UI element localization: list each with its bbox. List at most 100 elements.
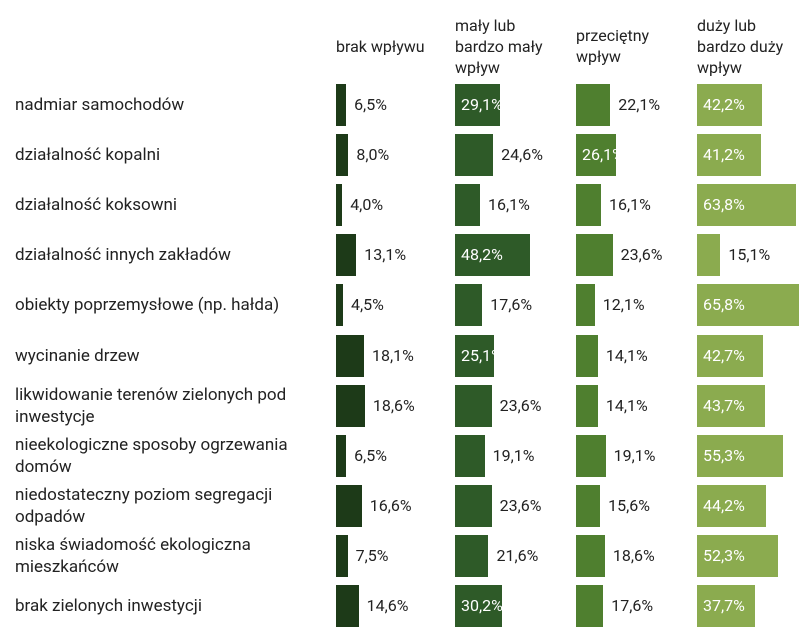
bar [455, 434, 485, 477]
bar [576, 284, 595, 327]
value-label: 55,3% [703, 445, 745, 465]
bar [697, 234, 721, 277]
value-label: 15,1% [728, 245, 771, 265]
bar [576, 184, 601, 227]
value-label: 17,6% [490, 295, 533, 315]
row-label: działalność kopalni [15, 145, 161, 166]
value-label: 14,1% [605, 345, 648, 365]
bar [576, 434, 606, 477]
row-label: niska świadomość ekologiczna mieszkańców [15, 534, 251, 577]
value-label: 7,5% [355, 545, 389, 565]
bar [697, 84, 763, 126]
bar [336, 234, 357, 277]
bar [576, 84, 611, 126]
column-header: mały lub bardzo mały wpływ [455, 15, 543, 77]
value-label: 4,0% [350, 195, 384, 215]
value-label: 8,0% [356, 145, 390, 165]
value-label: 44,2% [703, 495, 745, 515]
value-label: 19,1% [492, 445, 535, 465]
row-label: brak zielonych inwestycji [15, 596, 202, 616]
value-label: 48,2% [461, 245, 503, 265]
value-label: 14,1% [605, 395, 648, 415]
bar [697, 585, 756, 627]
value-label: 18,6% [612, 545, 655, 565]
value-label: 63,8% [703, 195, 745, 215]
bar [336, 384, 365, 427]
value-label: 19,1% [613, 445, 656, 465]
bar [455, 184, 480, 227]
bar [576, 384, 598, 427]
bar [576, 234, 613, 277]
value-label: 16,6% [369, 495, 412, 515]
bar [336, 134, 349, 177]
value-label: 6,5% [354, 445, 387, 465]
bar [576, 484, 601, 527]
value-label: 41,2% [703, 145, 745, 165]
bar [336, 334, 365, 377]
bar [697, 384, 765, 427]
value-label: 23,6% [499, 395, 542, 415]
value-label: 42,2% [703, 95, 745, 114]
value-label: 23,6% [620, 245, 663, 265]
bar [455, 534, 489, 577]
bar [697, 434, 783, 477]
value-label: 29,1% [461, 95, 503, 114]
bar [697, 484, 766, 527]
bar [336, 434, 347, 477]
value-label: 22,1% [618, 95, 661, 114]
value-label: 17,6% [611, 596, 654, 615]
value-label: 6,5% [354, 95, 387, 114]
bar [455, 484, 492, 527]
column-header: brak wpływu [336, 36, 425, 56]
value-label: 18,1% [372, 345, 414, 365]
bar [455, 585, 502, 627]
value-label: 30,2% [461, 596, 503, 615]
bar [697, 134, 761, 177]
bar [697, 534, 779, 577]
value-label: 23,6% [499, 495, 542, 515]
value-label: 16,1% [608, 195, 651, 215]
bar [336, 484, 362, 527]
bar [576, 585, 604, 627]
row-label: niedostateczny poziom segregacji odpadów [15, 484, 273, 527]
bar [697, 334, 764, 377]
bar [697, 184, 796, 227]
value-label: 37,7% [703, 596, 745, 615]
value-label: 15,6% [608, 495, 651, 515]
value-label: 52,3% [703, 545, 745, 565]
value-label: 16,1% [487, 195, 530, 215]
bar [336, 585, 359, 627]
value-label: 21,6% [496, 545, 539, 565]
bar [455, 334, 494, 377]
value-label: 13,1% [364, 245, 407, 265]
value-label: 14,6% [366, 596, 409, 615]
row-label: nadmiar samochodów [15, 95, 185, 115]
bar [336, 184, 343, 227]
bar [455, 284, 483, 327]
bar [576, 134, 617, 177]
value-label: 43,7% [703, 395, 745, 415]
column-header: przeciętny wpływ [576, 26, 650, 66]
bar [336, 84, 347, 126]
bar [336, 534, 348, 577]
value-label: 24,6% [501, 145, 543, 165]
bar [455, 84, 501, 126]
column-header: duży lub bardzo duży wpływ [697, 15, 784, 77]
bar [455, 234, 530, 277]
row-label: wycinanie drzew [15, 345, 140, 366]
value-label: 18,6% [372, 395, 415, 415]
bar [576, 534, 605, 577]
bar [576, 334, 598, 377]
row-label: działalność innych zakładów [15, 245, 231, 266]
value-label: 42,7% [703, 345, 745, 365]
row-label: działalność koksowni [15, 195, 178, 216]
bar [455, 134, 494, 177]
bar [697, 284, 799, 327]
value-label: 12,1% [602, 295, 645, 315]
bar [455, 384, 492, 427]
row-label: nieekologiczne sposoby ogrzewania domów [15, 434, 288, 477]
value-label: 25,1% [461, 345, 503, 365]
row-label: obiekty poprzemysłowe (np. hałda) [15, 295, 280, 316]
row-label: likwidowanie terenów zielonych pod inwes… [15, 384, 287, 427]
